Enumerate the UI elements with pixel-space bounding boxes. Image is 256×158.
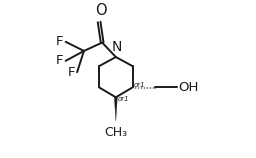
Text: F: F xyxy=(56,54,63,67)
Text: CH₃: CH₃ xyxy=(104,126,127,139)
Text: N: N xyxy=(111,40,122,54)
Text: or1: or1 xyxy=(134,82,146,88)
Text: O: O xyxy=(95,3,106,18)
Polygon shape xyxy=(114,97,117,121)
Text: F: F xyxy=(67,66,75,79)
Text: or1: or1 xyxy=(118,96,129,102)
Text: OH: OH xyxy=(178,81,199,94)
Text: F: F xyxy=(56,35,63,48)
